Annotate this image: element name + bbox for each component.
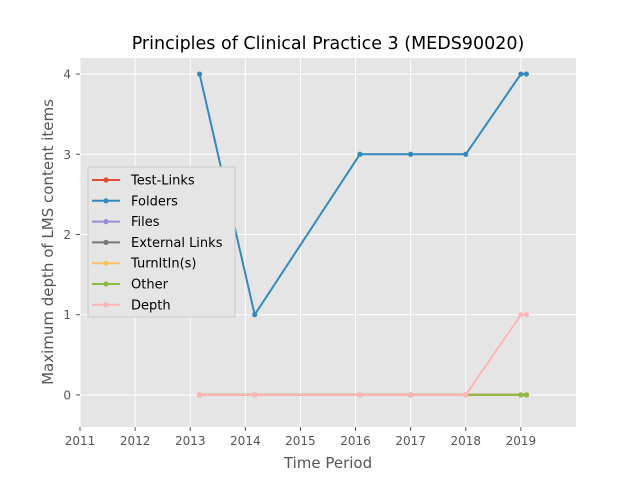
legend-marker	[103, 177, 109, 183]
data-point-depth	[196, 392, 203, 398]
x-tick-label: 2011	[65, 434, 96, 448]
legend-item-external-links: External Links	[92, 236, 223, 251]
y-tick-label: 0	[63, 388, 71, 402]
data-point-folders	[518, 71, 524, 77]
x-axis-label: Time Period	[283, 454, 372, 472]
data-point-depth	[518, 312, 524, 318]
legend-marker	[103, 281, 109, 287]
chart-title: Principles of Clinical Practice 3 (MEDS9…	[132, 34, 525, 54]
data-point-depth	[463, 392, 469, 398]
data-point-folders	[523, 71, 530, 77]
legend-marker	[103, 239, 109, 245]
data-point-other	[523, 392, 530, 398]
x-tick-label: 2018	[451, 434, 482, 448]
y-tick-label: 1	[63, 308, 71, 322]
legend-item-depth: Depth	[92, 298, 171, 313]
legend-item-test-links: Test-Links	[92, 174, 195, 189]
series-depth	[196, 312, 530, 398]
x-tick-label: 2012	[120, 434, 151, 448]
legend-marker	[103, 219, 109, 225]
series-folders	[196, 71, 530, 318]
data-point-folders	[252, 312, 258, 318]
y-tick-label: 4	[63, 68, 71, 82]
legend-label: Files	[131, 215, 160, 230]
x-tick-label: 2013	[175, 434, 206, 448]
data-point-other	[518, 392, 524, 398]
legend-label: External Links	[131, 236, 223, 251]
data-point-depth	[408, 392, 414, 398]
y-axis-ticks: 0 1 2 3 4	[63, 68, 80, 402]
data-point-depth	[357, 392, 363, 398]
series-group	[196, 71, 530, 398]
legend-label: Folders	[131, 194, 178, 209]
legend: Test-Links Folders Files External Links Turn…	[87, 166, 236, 318]
x-axis-ticks: 2011 2012 2013 2014 2015 2016 2017 2018 2019	[65, 427, 536, 448]
legend-label: Test-Links	[130, 174, 195, 189]
legend-item-folders: Folders	[92, 194, 178, 209]
data-point-depth	[252, 392, 258, 398]
y-axis-label: Maximum depth of LMS content items	[39, 99, 57, 385]
x-tick-label: 2017	[395, 434, 426, 448]
x-tick-label: 2019	[506, 434, 537, 448]
data-point-folders	[463, 151, 469, 157]
y-tick-label: 3	[63, 148, 71, 162]
legend-label: Other	[131, 278, 169, 293]
data-point-depth	[523, 312, 530, 318]
legend-marker	[103, 198, 109, 204]
data-point-folders	[408, 151, 414, 157]
x-tick-label: 2015	[285, 434, 316, 448]
y-tick-label: 2	[63, 228, 71, 242]
legend-marker	[103, 260, 109, 266]
legend-label: TurnItIn(s)	[130, 257, 196, 272]
legend-label: Depth	[131, 298, 171, 313]
x-tick-label: 2014	[230, 434, 261, 448]
data-point-folders	[357, 151, 363, 157]
legend-item-files: Files	[92, 215, 160, 230]
legend-marker	[103, 302, 109, 308]
data-point-folders	[196, 71, 203, 77]
legend-item-turnitin-s: TurnItIn(s)	[92, 257, 196, 272]
x-tick-label: 2016	[340, 434, 371, 448]
legend-item-other: Other	[92, 278, 169, 293]
